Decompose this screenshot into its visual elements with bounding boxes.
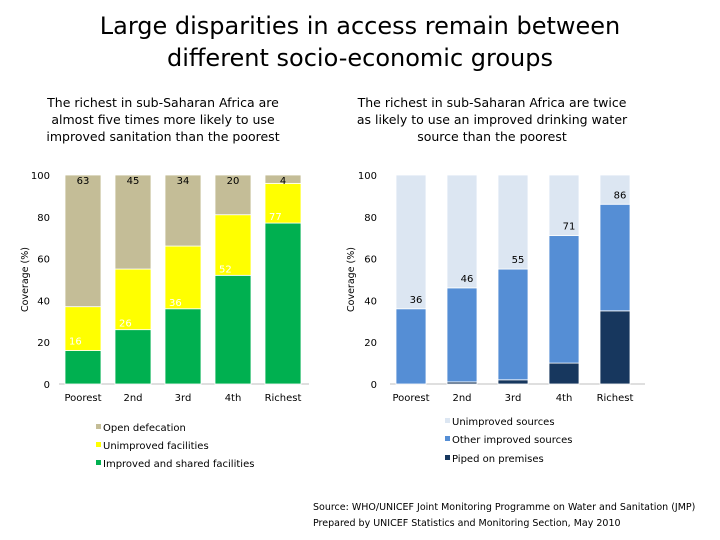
sanitation-bar-open-defecation-richest	[264, 174, 302, 184]
water-x-tick-label: 3rd	[505, 393, 522, 404]
water-bar-unimproved-sources-4th	[548, 174, 580, 237]
water-y-tick-label: 60	[364, 255, 377, 266]
sanitation-y-tick-label: 100	[31, 171, 50, 182]
sanitation-chart-title: The richest in sub-Saharan Africa are al…	[18, 94, 308, 145]
sanitation-bar-improved-and-shared-facilities-4th	[214, 274, 252, 385]
water-bar-unimproved-sources-3rd	[497, 174, 529, 270]
sanitation-y-tick-label: 20	[37, 338, 50, 349]
sanitation-y-tick-label: 40	[37, 296, 50, 307]
sanitation-open-defecation-data-label: 4	[280, 176, 286, 187]
water-x-tick-label: 2nd	[452, 393, 471, 404]
sanitation-bar-improved-and-shared-facilities-richest	[264, 222, 302, 385]
water-improved-data-label: 36	[410, 295, 423, 306]
sanitation-y-tick-label: 60	[37, 255, 50, 266]
sanitation-bar-open-defecation-poorest	[64, 174, 102, 308]
water-bar-unimproved-sources-2nd	[446, 174, 478, 289]
water-bar-piped-on-premises-4th	[548, 362, 580, 385]
main-title-line2: different socio-economic groups	[166, 44, 553, 72]
sanitation-bar-improved-and-shared-facilities-3rd	[164, 308, 202, 385]
sanitation-title-line1: The richest in sub-Saharan Africa are	[47, 95, 279, 110]
sanitation-y-axis-label: Coverage (%)	[20, 247, 31, 312]
water-improved-data-label: 86	[614, 190, 627, 201]
sanitation-y-tick-label: 80	[37, 213, 50, 224]
water-title-line1: The richest in sub-Saharan Africa are tw…	[357, 95, 627, 110]
water-x-tick-label: Richest	[597, 393, 634, 404]
sanitation-improved-data-label: 16	[69, 337, 82, 348]
sanitation-legend-label-unimproved-facilities: Unimproved facilities	[103, 441, 209, 452]
water-y-tick-label: 80	[364, 213, 377, 224]
water-bar-other-improved-sources-poorest	[395, 308, 427, 385]
water-bar-unimproved-sources-poorest	[395, 174, 427, 310]
sanitation-bar-open-defecation-3rd	[164, 174, 202, 247]
sanitation-legend-label-improved-and-shared-facilities: Improved and shared facilities	[103, 459, 254, 470]
water-improved-data-label: 55	[512, 255, 525, 266]
main-title-line1: Large disparities in access remain betwe…	[99, 12, 621, 40]
sanitation-bar-unimproved-facilities-2nd	[114, 268, 152, 331]
sanitation-bar-unimproved-facilities-4th	[214, 214, 252, 276]
main-title: Large disparities in access remain betwe…	[0, 10, 720, 74]
water-legend-swatch-piped-on-premises	[445, 455, 450, 460]
sanitation-legend-swatch-open-defecation	[96, 424, 101, 429]
water-legend-swatch-unimproved-sources	[445, 418, 450, 423]
sanitation-improved-data-label: 52	[219, 264, 232, 275]
water-title-line2: as likely to use an improved drinking wa…	[356, 112, 628, 127]
source-line1: Source: WHO/UNICEF Joint Monitoring Prog…	[313, 502, 696, 513]
water-bar-piped-on-premises-3rd	[497, 379, 529, 385]
sanitation-bar-unimproved-facilities-3rd	[164, 245, 202, 310]
water-bar-other-improved-sources-richest	[599, 203, 631, 312]
water-chart-title: The richest in sub-Saharan Africa are tw…	[342, 94, 642, 145]
water-title-line3: source than the poorest	[417, 129, 567, 144]
water-x-tick-label: Poorest	[392, 393, 429, 404]
sanitation-x-tick-label: Richest	[265, 393, 302, 404]
water-y-tick-label: 20	[364, 338, 377, 349]
sanitation-bar-improved-and-shared-facilities-2nd	[114, 329, 152, 385]
sanitation-bar-open-defecation-4th	[214, 174, 252, 216]
sanitation-open-defecation-data-label: 20	[227, 176, 240, 187]
sanitation-open-defecation-data-label: 34	[177, 176, 190, 187]
water-bar-other-improved-sources-4th	[548, 235, 580, 364]
sanitation-legend-swatch-unimproved-facilities	[96, 442, 101, 447]
source-line2: Prepared by UNICEF Statistics and Monito…	[313, 518, 621, 529]
water-improved-data-label: 71	[563, 222, 576, 233]
water-bar-other-improved-sources-3rd	[497, 268, 529, 381]
sanitation-title-line2: almost five times more likely to use	[51, 112, 275, 127]
water-legend-swatch-other-improved-sources	[445, 436, 450, 441]
water-y-tick-label: 0	[371, 380, 377, 391]
sanitation-bar-improved-and-shared-facilities-poorest	[64, 350, 102, 385]
sanitation-x-tick-label: 2nd	[123, 393, 142, 404]
sanitation-y-tick-label: 0	[44, 380, 50, 391]
sanitation-improved-data-label: 36	[169, 298, 182, 309]
sanitation-open-defecation-data-label: 45	[127, 176, 140, 187]
water-bar-unimproved-sources-richest	[599, 174, 631, 205]
sanitation-open-defecation-data-label: 63	[77, 176, 90, 187]
sanitation-x-tick-label: 3rd	[175, 393, 192, 404]
sanitation-bar-unimproved-facilities-poorest	[64, 306, 102, 351]
water-x-tick-label: 4th	[556, 393, 573, 404]
water-bar-other-improved-sources-2nd	[446, 287, 478, 383]
water-y-axis-label: Coverage (%)	[346, 247, 357, 312]
water-y-tick-label: 40	[364, 296, 377, 307]
sanitation-legend-swatch-improved-and-shared-facilities	[96, 460, 101, 465]
water-legend-label-piped-on-premises: Piped on premises	[452, 454, 544, 465]
water-y-tick-label: 100	[358, 171, 377, 182]
sanitation-x-tick-label: 4th	[225, 393, 242, 404]
sanitation-title-line3: improved sanitation than the poorest	[46, 129, 280, 144]
sanitation-improved-data-label: 77	[269, 212, 282, 223]
sanitation-x-tick-label: Poorest	[64, 393, 101, 404]
water-bar-piped-on-premises-richest	[599, 310, 631, 385]
water-legend-label-unimproved-sources: Unimproved sources	[452, 417, 555, 428]
sanitation-bar-open-defecation-2nd	[114, 174, 152, 270]
water-improved-data-label: 46	[461, 274, 474, 285]
sanitation-legend-label-open-defecation: Open defecation	[103, 423, 186, 434]
water-legend-label-other-improved-sources: Other improved sources	[452, 435, 572, 446]
sanitation-improved-data-label: 26	[119, 319, 132, 330]
